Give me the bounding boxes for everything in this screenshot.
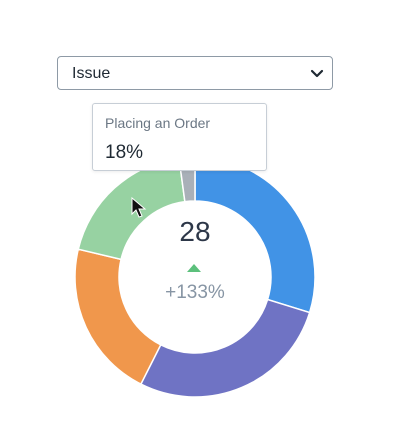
donut-slice-2[interactable] — [139, 298, 311, 398]
trend-up-icon — [187, 264, 201, 272]
change-percent: +133% — [165, 282, 225, 303]
donut-slice-3[interactable] — [74, 248, 162, 386]
donut-slice-1[interactable] — [194, 156, 316, 314]
issue-select[interactable]: Issue — [57, 56, 333, 90]
center-value: 28 — [179, 216, 211, 247]
issue-select-value: Issue — [72, 65, 111, 82]
mouse-cursor-icon — [131, 197, 147, 218]
chevron-down-icon — [310, 69, 324, 78]
chart-tooltip: Placing an Order 18% — [92, 103, 267, 171]
tooltip-value: 18% — [105, 142, 144, 163]
tooltip-label: Placing an Order — [105, 115, 211, 131]
